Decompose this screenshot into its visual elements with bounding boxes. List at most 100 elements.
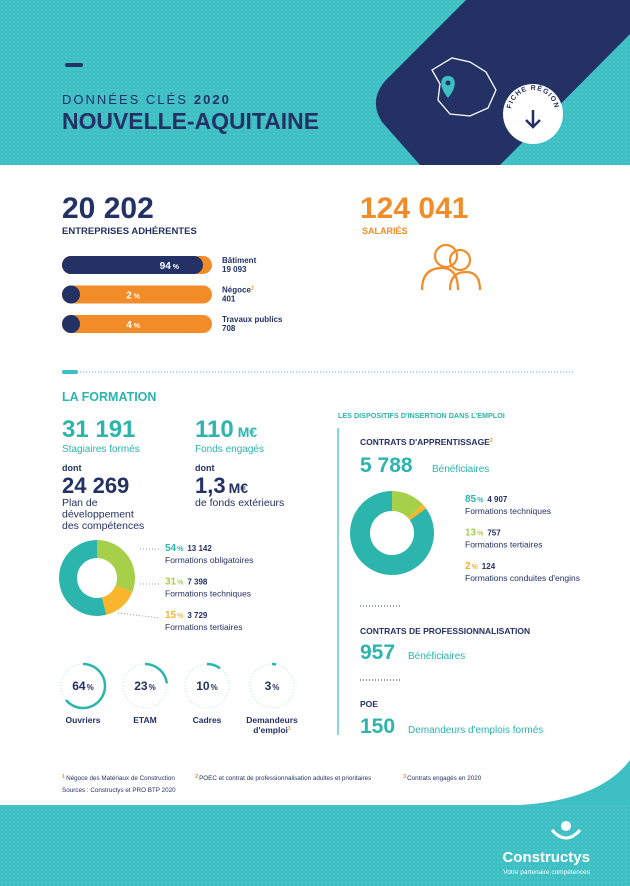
legend-value-part: % (477, 531, 484, 538)
bar-track (62, 285, 212, 304)
insertion-title-part: LES DISPOSITIFS D'INSERTION DANS L'EMPLO… (338, 411, 505, 420)
ring-label-part: Cadres (193, 715, 222, 725)
region-part: NOUVELLE-AQUITAINE (62, 108, 319, 134)
ext-value: 1,3 M€ (195, 473, 248, 498)
ring-track (122, 663, 168, 709)
appr-title-part: 2 (490, 438, 493, 444)
ring-label: ETAM (133, 715, 156, 725)
ring-label-part: Ouvriers (66, 715, 101, 725)
salaries-value-part: 124 041 (360, 192, 468, 225)
bar-track (62, 315, 212, 333)
donut-segment (392, 491, 423, 518)
ring-label-part: ETAM (133, 715, 156, 725)
ext-prefix-part: dont (195, 463, 215, 473)
ring-pct-part: 10 (196, 679, 210, 693)
ring-arc (65, 662, 107, 710)
donut-segment (101, 585, 133, 615)
bar-count-part: 401 (222, 295, 236, 304)
legend-label-part: Formations tertiaires (165, 622, 242, 632)
stagiaires-value-part: 31 191 (62, 416, 135, 443)
footer-wave (520, 760, 630, 805)
bar-pct-part: 2 (126, 291, 132, 302)
legend-value: 13% 757 (465, 528, 501, 539)
pro-label-part: Bénéficiaires (408, 651, 465, 662)
legend-label: Formations obligatoires (165, 555, 253, 565)
footnote: 3Contrats engagés en 2020 (403, 774, 482, 782)
legend-value-part: % (477, 497, 484, 504)
ring-label: Cadres (193, 715, 222, 725)
legend-label-part: Formations techniques (165, 589, 251, 599)
poe-title: POE (360, 699, 378, 709)
ring-label-part: 3 (288, 726, 291, 732)
ring-track (184, 663, 230, 709)
appr-value: 5 788 (360, 454, 413, 477)
ring-label: Ouvriers (66, 715, 101, 725)
legend-label: Formations conduites d'engins (465, 573, 580, 583)
ring-pct: 23% (134, 679, 155, 693)
legend-value-part: 124 (482, 562, 496, 571)
ring-pct-part: 3 (265, 679, 272, 693)
brand-tagline-part: Votre partenaire compétences (503, 869, 590, 876)
bar-pct-part: % (134, 323, 141, 330)
formation-title-part: LA FORMATION (62, 390, 156, 404)
ring-pct: 64% (72, 679, 93, 693)
pro-title: CONTRATS DE PROFESSIONNALISATION (360, 626, 530, 636)
fonds-value-part: M€ (238, 424, 258, 440)
appr-value-part: 5 788 (360, 454, 413, 477)
ring-pct-part: % (87, 683, 94, 692)
footnote-part: 2 (195, 774, 198, 780)
footer-pattern (0, 805, 630, 886)
plan-line-part: des compétences (62, 520, 144, 532)
plan-line: développement (62, 509, 134, 521)
brand-tagline: Votre partenaire compétences (503, 869, 590, 876)
pro-label: Bénéficiaires (408, 651, 465, 662)
bar (62, 256, 203, 274)
legend-label: Formations tertiaires (465, 540, 542, 550)
bar-pct-part: % (134, 294, 141, 301)
entreprises-value-part: 20 202 (62, 192, 154, 225)
ring-label: Demandeurs (246, 715, 298, 725)
logo-smile (550, 828, 582, 840)
bar-count-part: 708 (222, 324, 236, 333)
donut-segment (408, 504, 426, 521)
legend-value: 15% 3 729 (165, 610, 208, 621)
pro-value: 957 (360, 641, 395, 664)
pro-value-part: 957 (360, 641, 395, 664)
poe-title-part: POE (360, 699, 378, 709)
ring-pct-part: % (211, 683, 218, 692)
salaries-label-part: SALARIÉS (362, 226, 408, 236)
bar-name-part: Négoce (222, 286, 251, 295)
legend-value-part: 54 (165, 543, 177, 554)
ring-arc (206, 662, 221, 670)
salaries-label: SALARIÉS (362, 226, 408, 236)
ext-value-part: 1,3 (195, 473, 226, 498)
bar-name-part: Travaux publics (222, 315, 283, 324)
plan-line-part: Plan de (62, 497, 98, 509)
legend-label-part: Formations obligatoires (165, 555, 253, 565)
bar-count-part: 19 093 (222, 265, 247, 274)
legend-value-part: 757 (487, 529, 501, 538)
leader (117, 612, 161, 619)
legend-label-part: Formations tertiaires (465, 540, 542, 550)
plan-prefix: dont (62, 463, 82, 473)
fonds-value: 110 M€ (195, 416, 257, 443)
footnote: 1Négoce des Matériaux de Construction (62, 774, 175, 782)
ring-pct-part: 64 (72, 679, 86, 693)
legend-value-part: 13 (465, 528, 477, 539)
people-icon (420, 243, 482, 291)
entreprises-value: 20 202 (62, 192, 154, 225)
ext-label-part: de fonds extérieurs (195, 497, 284, 509)
header-label: DONNÉES CLÉS 2020 (62, 92, 231, 107)
legend-label: Formations techniques (165, 589, 251, 599)
plan-line: Plan de (62, 497, 98, 509)
legend-label-part: Formations conduites d'engins (465, 573, 580, 583)
ring-pct-part: % (149, 683, 156, 692)
legend-value-part: 15 (165, 610, 177, 621)
stagiaires-label-part: Stagiaires formés (62, 444, 140, 455)
legend-value-part: % (177, 546, 184, 553)
plan-line: des compétences (62, 520, 144, 532)
footnote-part: 3 (403, 774, 406, 780)
sources-part: Sources : Constructys et PRO BTP 2020 (62, 787, 176, 794)
ring-label-part: d'emploi (253, 725, 288, 735)
legend-label-part: Formations techniques (465, 506, 551, 516)
